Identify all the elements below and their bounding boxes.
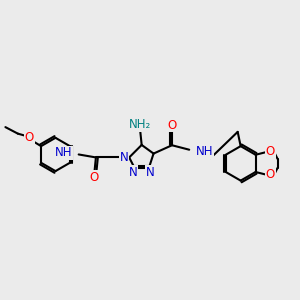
Text: NH: NH [55, 146, 72, 160]
Text: N: N [120, 151, 128, 164]
Text: O: O [266, 169, 275, 182]
Text: NH: NH [196, 145, 213, 158]
Text: N: N [128, 166, 137, 179]
Text: O: O [167, 118, 177, 131]
Text: O: O [90, 171, 99, 184]
Text: NH₂: NH₂ [129, 118, 151, 131]
Text: N: N [146, 166, 155, 179]
Text: O: O [25, 131, 34, 144]
Text: O: O [266, 145, 275, 158]
